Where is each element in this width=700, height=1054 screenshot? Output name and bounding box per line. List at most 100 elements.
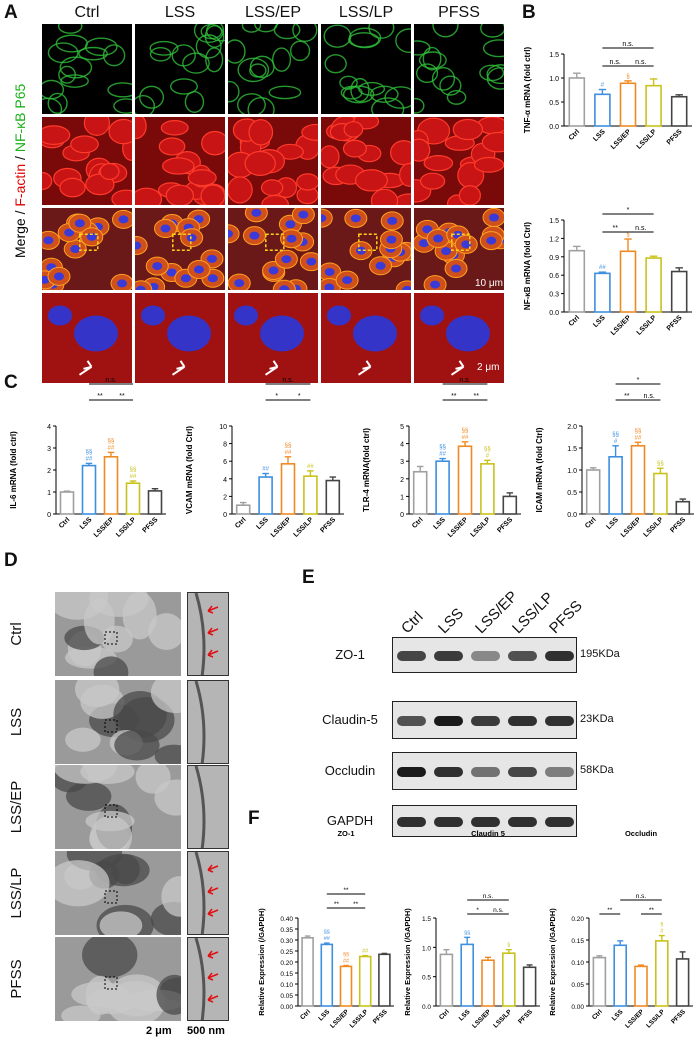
sep-1: / — [12, 206, 28, 219]
tem-zoom-3 — [187, 765, 229, 849]
bar-lss-ep — [339, 965, 353, 1007]
blot-col-text: Ctrl — [398, 608, 427, 638]
micrograph-merge-5 — [414, 208, 504, 290]
x-tick-label: LSS — [79, 516, 94, 531]
micrograph-green-4 — [321, 24, 411, 114]
blot-col-text: LSS — [435, 604, 468, 638]
y-axis-label: TNF-α mRNA (fold ctrl) — [523, 46, 532, 133]
significance-mark: # — [614, 439, 618, 445]
y-tick-label: 0.0 — [549, 124, 559, 131]
x-tick-label: LSS/LP — [645, 1008, 667, 1030]
comparison-label: * — [637, 377, 640, 384]
comparison-label: * — [298, 393, 301, 400]
significance-mark: §§ — [86, 449, 93, 455]
comparison-label: n.s. — [610, 59, 621, 66]
micrograph-merge-2 — [135, 208, 225, 290]
blot-row-name: Occludin — [324, 763, 376, 778]
y-tick-label: 0.5 — [549, 100, 559, 107]
bar-ctrl — [412, 470, 428, 515]
significance-mark: §§ — [464, 930, 470, 936]
bar-lss-lp — [303, 475, 318, 515]
bar-pfss — [378, 953, 391, 1007]
panel-a-col-3: LSS/EP — [244, 4, 302, 21]
x-tick-label: LSS — [317, 1008, 331, 1022]
bar-pfss — [675, 500, 691, 515]
panel-label-e: E — [302, 567, 315, 588]
tem-scale-right: 500 nm — [187, 1025, 225, 1037]
blot-strip-occludin — [392, 752, 577, 790]
y-tick-label: 3 — [400, 459, 404, 466]
bar-lss — [594, 93, 611, 127]
significance-mark: §§ — [130, 467, 137, 473]
comparison-label: ** — [97, 393, 103, 400]
nfkb-chart: 0.0 0.3 0.6 0.9 1.2 1.5 NF-κB mRNA (fold Ctrl)… — [523, 207, 692, 337]
bar-lss-ep — [481, 959, 495, 1007]
x-tick-label: LSS/LP — [636, 128, 659, 151]
blot-band — [545, 767, 574, 777]
significance-mark: § — [626, 74, 629, 80]
y-tick-label: 0.6 — [549, 273, 559, 280]
x-tick-label: Ctrl — [568, 128, 582, 142]
micrograph-red-5 — [414, 117, 504, 205]
x-tick-label: LSS/LP — [636, 314, 659, 337]
blot-strip-zo-1 — [392, 637, 577, 673]
tem-zoom-4 — [187, 851, 229, 935]
tem-zoom-1 — [187, 592, 229, 676]
y-tick-label: 0.20 — [280, 960, 293, 967]
comparison-label: n.s. — [635, 225, 646, 232]
bar-lss-ep — [630, 445, 646, 515]
micrograph-zoom-3 — [228, 293, 318, 383]
comparison-label: n.s. — [282, 377, 293, 384]
tnf-alpha-chart: 0.0 0.5 1.0 1.5 TNF-α mRNA (fold ctrl) Ctrl # L… — [523, 41, 692, 151]
significance-mark: ## — [86, 456, 93, 462]
blot-band — [434, 651, 463, 661]
significance-mark: §§ — [285, 443, 292, 449]
comparison-label: n.s. — [644, 393, 655, 400]
chart-title: ZO-1 — [337, 829, 354, 838]
bar-lss — [460, 943, 475, 1007]
significance-mark: § — [660, 922, 663, 928]
micrograph-red-2 — [135, 117, 225, 205]
comparison-label: * — [476, 907, 479, 914]
bar-ctrl — [235, 504, 251, 515]
x-tick-label: LSS/EP — [447, 516, 470, 539]
y-tick-label: 0.3 — [549, 292, 559, 299]
y-tick-label: 0.5 — [422, 975, 431, 982]
blot-band — [545, 651, 574, 661]
x-tick-label: LSS/EP — [620, 516, 643, 539]
tem-overview-1 — [55, 592, 181, 676]
y-axis-label: Relative Expression (/GAPDH) — [257, 908, 266, 1016]
factin-label: F-actin — [12, 163, 28, 207]
blot-strip-claudin-5 — [392, 701, 577, 739]
tem-overview-2 — [55, 680, 181, 764]
tem-overview-5 — [55, 937, 181, 1021]
x-tick-label: PFSS — [517, 1008, 534, 1025]
bar-lss-lp — [655, 940, 669, 1007]
comparison-label: n.s. — [635, 59, 646, 66]
y-axis-label: IL-6 mRNA (fold ctrl) — [9, 431, 18, 509]
y-tick-label: 0.9 — [549, 255, 559, 262]
y-tick-label: 1.0 — [422, 945, 431, 952]
y-tick-label: 0.25 — [280, 949, 293, 956]
panel-label-a: A — [4, 2, 18, 23]
blot-band — [545, 817, 574, 827]
nfkb-label: NF-κB P65 — [12, 83, 28, 153]
bar-lss — [594, 272, 611, 313]
tem-row-text: LSS/EP — [8, 780, 25, 834]
blot-band — [508, 817, 537, 827]
significance-mark: ## — [635, 435, 642, 441]
tem-zoom-5 — [187, 937, 229, 1021]
bar-lss-lp — [125, 482, 141, 515]
x-tick-label: LSS/LP — [470, 516, 493, 539]
bar-ctrl — [585, 469, 601, 515]
comparison-label: * — [275, 393, 278, 400]
bar-pfss — [502, 495, 518, 515]
blot-band — [434, 716, 463, 726]
blot-band — [471, 651, 500, 661]
y-axis-label: NF-κB mRNA (fold Ctrl) — [523, 222, 532, 310]
y-tick-label: 6 — [223, 459, 227, 466]
bar-lss-ep — [103, 456, 119, 515]
x-tick-label: LSS — [255, 516, 270, 531]
y-tick-label: 0.00 — [571, 1004, 584, 1011]
comparison-label: ** — [624, 393, 630, 400]
